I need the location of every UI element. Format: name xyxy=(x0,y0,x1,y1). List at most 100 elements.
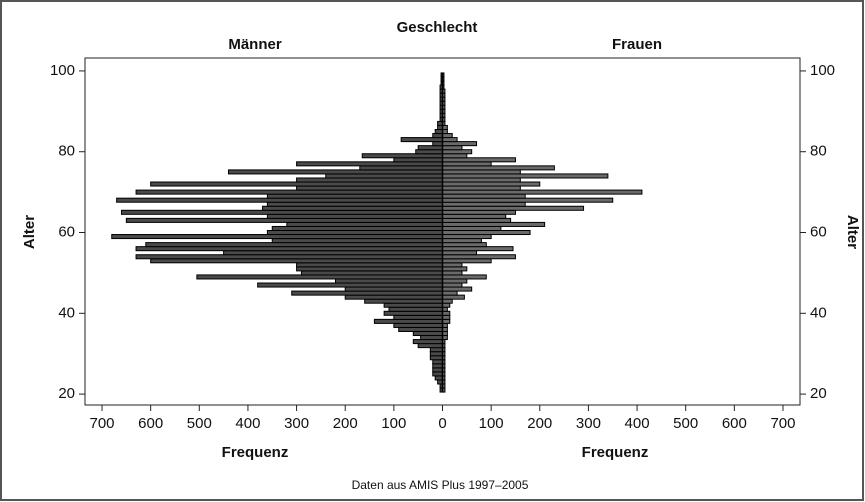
bar xyxy=(434,129,443,135)
bar xyxy=(196,274,443,280)
bar xyxy=(400,137,443,143)
bar xyxy=(442,205,585,211)
bar xyxy=(393,322,443,328)
bar xyxy=(442,193,526,199)
chart-title: Geschlecht xyxy=(397,19,478,36)
bar xyxy=(417,145,443,151)
bar xyxy=(442,209,516,215)
bar xyxy=(334,278,443,284)
y-tick-label: 20 xyxy=(58,385,75,402)
x-axis-label: Frequenz xyxy=(582,444,649,461)
y-tick-label: 80 xyxy=(58,143,75,160)
y-tick-label: 80 xyxy=(810,143,827,160)
x-tick-label: 300 xyxy=(576,415,601,432)
x-tick-label: 200 xyxy=(333,415,358,432)
bar xyxy=(432,141,443,147)
bar xyxy=(442,286,473,292)
bar xyxy=(227,169,443,175)
x-tick-label: 100 xyxy=(381,415,406,432)
bar xyxy=(442,238,482,244)
bar xyxy=(442,133,453,139)
bar xyxy=(266,193,443,199)
bar xyxy=(442,177,521,183)
bar xyxy=(412,339,443,345)
x-tick-label: 500 xyxy=(673,415,698,432)
bar xyxy=(432,359,443,365)
bar xyxy=(429,355,444,361)
bar xyxy=(442,302,451,308)
x-tick-label: 500 xyxy=(187,415,212,432)
bar xyxy=(116,197,444,203)
bar xyxy=(271,225,443,231)
bar xyxy=(266,213,443,219)
bar xyxy=(420,335,443,341)
bar xyxy=(412,330,443,337)
bar xyxy=(442,278,468,284)
x-tick-label: 300 xyxy=(284,415,309,432)
bar xyxy=(257,282,443,288)
bar xyxy=(393,314,443,320)
bar xyxy=(442,173,609,179)
bar xyxy=(442,254,516,260)
bar xyxy=(125,217,443,223)
bar xyxy=(150,258,443,264)
bar xyxy=(415,149,443,155)
bar xyxy=(442,197,614,203)
y-axis-label: Alter xyxy=(844,215,861,249)
right-label: Frauen xyxy=(612,36,662,53)
bar xyxy=(135,189,443,195)
bar xyxy=(442,153,468,159)
bar xyxy=(432,371,443,377)
bar xyxy=(429,351,444,357)
bar xyxy=(388,306,444,312)
x-tick-label: 700 xyxy=(90,415,115,432)
y-tick-label: 100 xyxy=(50,62,75,79)
bar xyxy=(442,161,492,167)
bar xyxy=(442,225,502,231)
bar xyxy=(373,318,443,324)
bar xyxy=(266,229,443,236)
source-note: Daten aus AMIS Plus 1997–2005 xyxy=(352,478,529,492)
bar xyxy=(266,201,443,207)
bar xyxy=(442,137,458,143)
bar xyxy=(442,270,463,276)
x-tick-label: 400 xyxy=(625,415,650,432)
bar xyxy=(442,282,463,288)
bar xyxy=(442,145,463,151)
bar xyxy=(344,286,444,292)
x-tick-label: 200 xyxy=(527,415,552,432)
bar xyxy=(286,221,443,227)
bar xyxy=(398,326,443,332)
bar xyxy=(442,181,541,187)
bar xyxy=(429,347,444,353)
bar xyxy=(150,181,443,187)
bar xyxy=(442,234,492,240)
bar xyxy=(271,238,443,244)
x-tick-label: 400 xyxy=(235,415,260,432)
bar xyxy=(442,157,516,163)
x-tick-label: 600 xyxy=(138,415,163,432)
bar xyxy=(300,270,444,276)
bar xyxy=(442,217,512,223)
bar xyxy=(393,157,443,163)
bar xyxy=(361,153,444,159)
bar xyxy=(442,262,463,268)
y-axis-label: Alter xyxy=(21,215,38,249)
bar xyxy=(442,314,451,320)
bar xyxy=(344,294,444,300)
bar xyxy=(262,205,444,211)
bar xyxy=(111,234,443,240)
y-tick-label: 40 xyxy=(58,304,75,321)
bar xyxy=(442,149,473,155)
y-tick-label: 100 xyxy=(810,62,835,79)
bar xyxy=(434,375,443,381)
bar xyxy=(135,254,443,260)
bar xyxy=(432,133,443,139)
x-axis-label: Frequenz xyxy=(222,444,289,461)
y-tick-label: 20 xyxy=(810,385,827,402)
bar xyxy=(432,363,443,369)
y-tick-label: 40 xyxy=(810,304,827,321)
bar xyxy=(432,367,443,373)
bar xyxy=(383,302,444,308)
